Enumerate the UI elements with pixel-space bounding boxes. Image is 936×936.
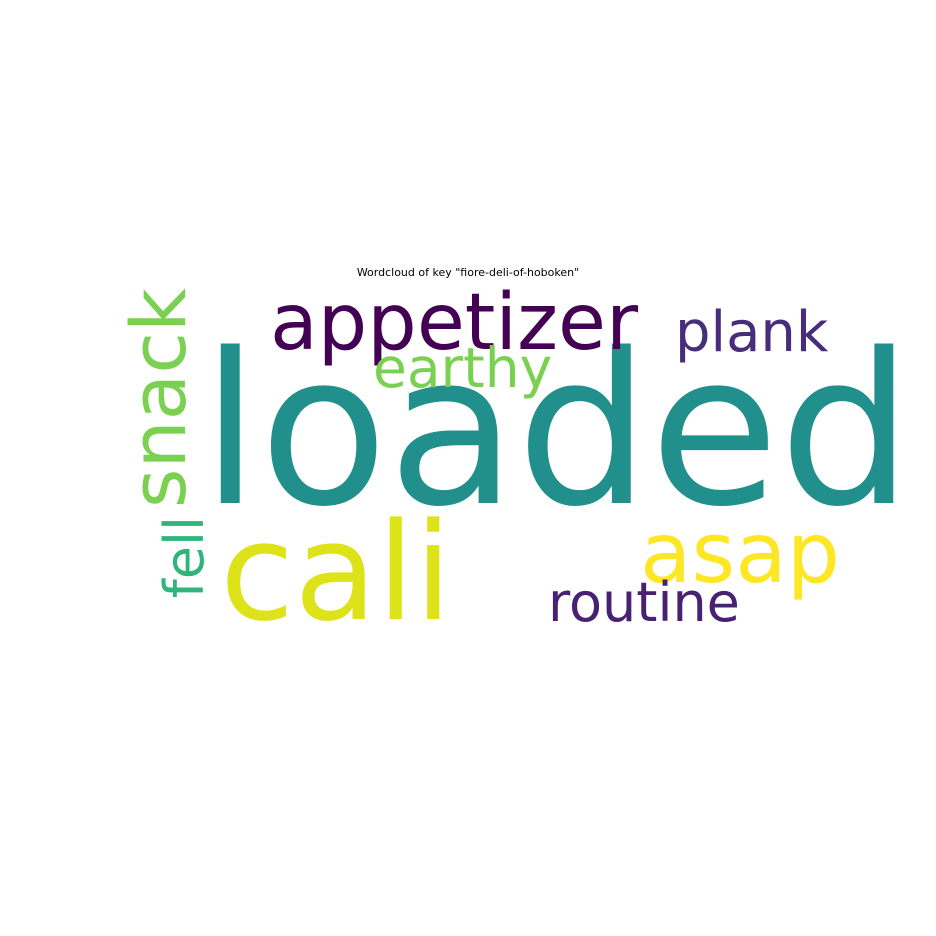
figure-title: Wordcloud of key "fiore-deli-of-hoboken" <box>356 266 580 279</box>
cloud-word-fell: fell <box>153 516 216 598</box>
cloud-word-plank: plank <box>675 300 829 365</box>
cloud-word-snack: snack <box>114 288 203 508</box>
cloud-word-cali: cali <box>220 494 452 651</box>
cloud-word-routine: routine <box>548 571 740 634</box>
cloud-word-asap: asap <box>640 504 840 602</box>
wordcloud-canvas: loaded cali appetizer snack asap plank r… <box>114 278 912 651</box>
cloud-word-loaded: loaded <box>201 308 912 553</box>
cloud-word-earthy: earthy <box>373 336 552 400</box>
cloud-word-appetizer: appetizer <box>270 278 639 368</box>
wordcloud-svg: loaded cali appetizer snack asap plank r… <box>114 278 912 651</box>
